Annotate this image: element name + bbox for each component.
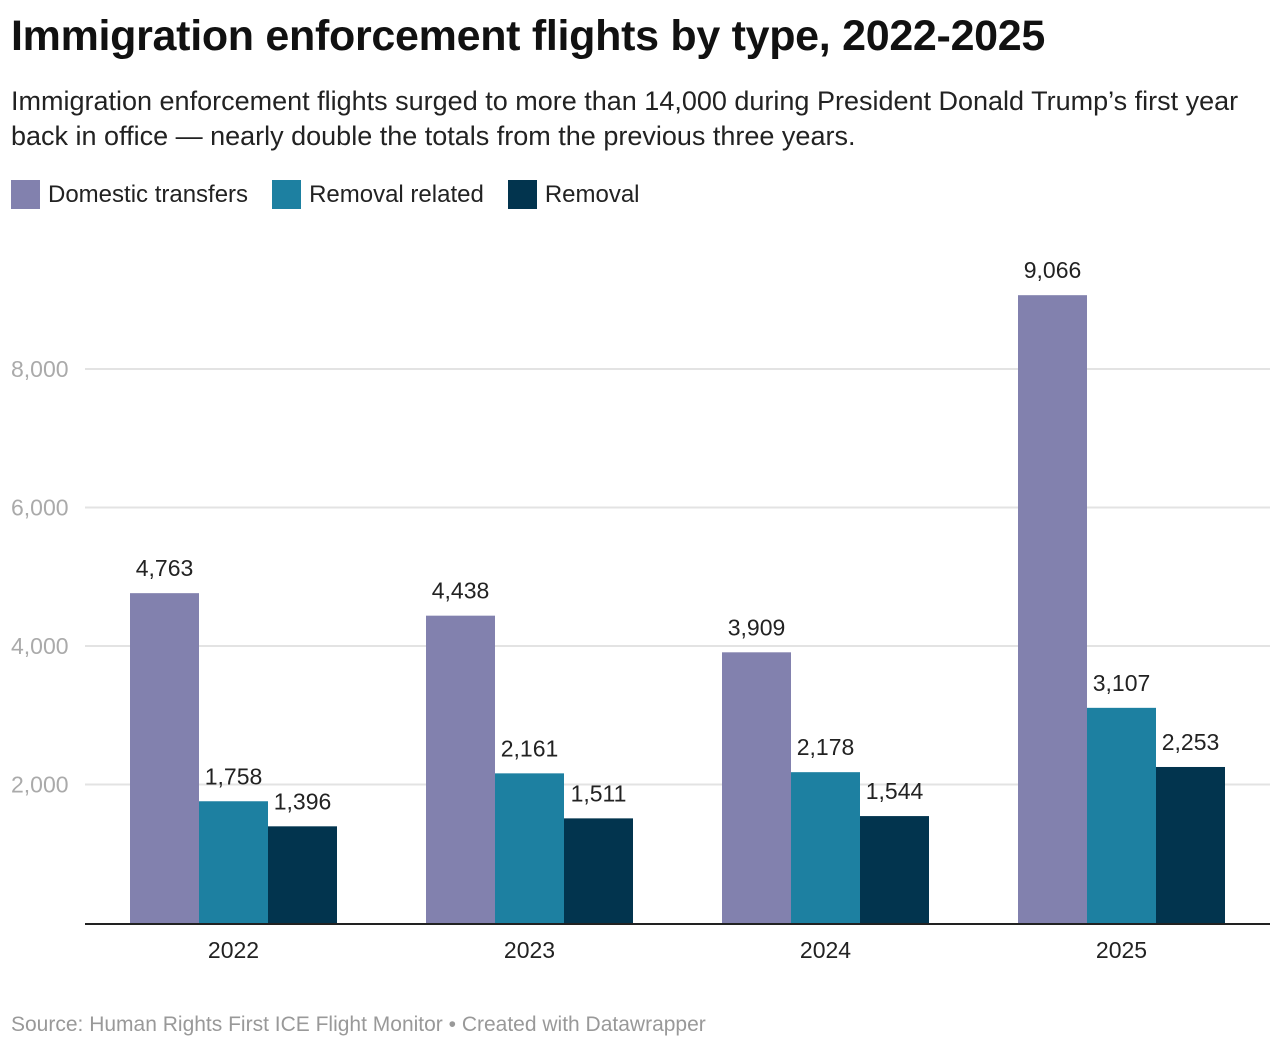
bar-2023-domestic-transfers bbox=[426, 615, 495, 923]
bar-2024-removal-related bbox=[791, 772, 860, 923]
y-tick-label: 4,000 bbox=[11, 633, 69, 659]
legend-item-removal: Removal bbox=[507, 180, 640, 209]
data-label: 2,161 bbox=[501, 735, 559, 761]
data-label: 3,909 bbox=[728, 614, 786, 640]
data-label: 4,763 bbox=[136, 555, 194, 581]
data-label: 9,066 bbox=[1024, 257, 1082, 283]
x-tick-label: 2023 bbox=[504, 937, 555, 963]
data-label: 4,438 bbox=[432, 578, 490, 604]
data-label: 3,107 bbox=[1093, 670, 1151, 696]
data-label: 1,544 bbox=[866, 778, 924, 804]
legend-label: Domestic transfers bbox=[48, 180, 249, 208]
bar-2023-removal bbox=[564, 818, 633, 923]
data-label: 2,253 bbox=[1162, 729, 1220, 755]
bar-2024-removal bbox=[860, 816, 929, 923]
y-tick-label: 2,000 bbox=[11, 772, 69, 798]
y-tick-label: 8,000 bbox=[11, 356, 69, 382]
legend-label: Removal related bbox=[309, 180, 484, 208]
bar-2022-removal-related bbox=[199, 801, 268, 923]
data-label: 1,758 bbox=[205, 763, 263, 789]
x-tick-label: 2025 bbox=[1096, 937, 1147, 963]
bar-2022-removal bbox=[268, 826, 337, 923]
chart-title: Immigration enforcement flights by type,… bbox=[11, 12, 1046, 60]
bar-2025-removal-related bbox=[1087, 707, 1156, 923]
data-label: 1,396 bbox=[274, 788, 332, 814]
legend-swatch bbox=[272, 180, 302, 209]
x-tick-label: 2022 bbox=[208, 937, 259, 963]
source-note: Source: Human Rights First ICE Flight Mo… bbox=[11, 1013, 706, 1036]
y-tick-label: 6,000 bbox=[11, 495, 69, 521]
bar-2023-removal-related bbox=[495, 773, 564, 923]
legend-label: Removal bbox=[544, 180, 640, 208]
bar-2025-removal bbox=[1156, 766, 1225, 923]
bar-chart: 2,000 4,000 6,000 8,000 4,763 1,758 1,396 2022 4… bbox=[11, 257, 1270, 963]
legend-item-domestic-transfers: Domestic transfers bbox=[11, 180, 248, 209]
legend-swatch bbox=[11, 180, 40, 209]
bar-2024-domestic-transfers bbox=[722, 652, 791, 923]
chart-subtitle: Immigration enforcement flights surged t… bbox=[11, 86, 1239, 151]
x-tick-label: 2024 bbox=[800, 937, 851, 963]
legend-item-removal-related: Removal related bbox=[272, 180, 484, 209]
bar-2022-domestic-transfers bbox=[130, 593, 199, 923]
data-label: 1,511 bbox=[571, 780, 627, 806]
bar-2025-domestic-transfers bbox=[1018, 295, 1087, 923]
legend-swatch bbox=[507, 180, 537, 209]
data-label: 2,178 bbox=[797, 734, 855, 760]
legend: Domestic transfers Removal related Remov… bbox=[11, 180, 640, 209]
